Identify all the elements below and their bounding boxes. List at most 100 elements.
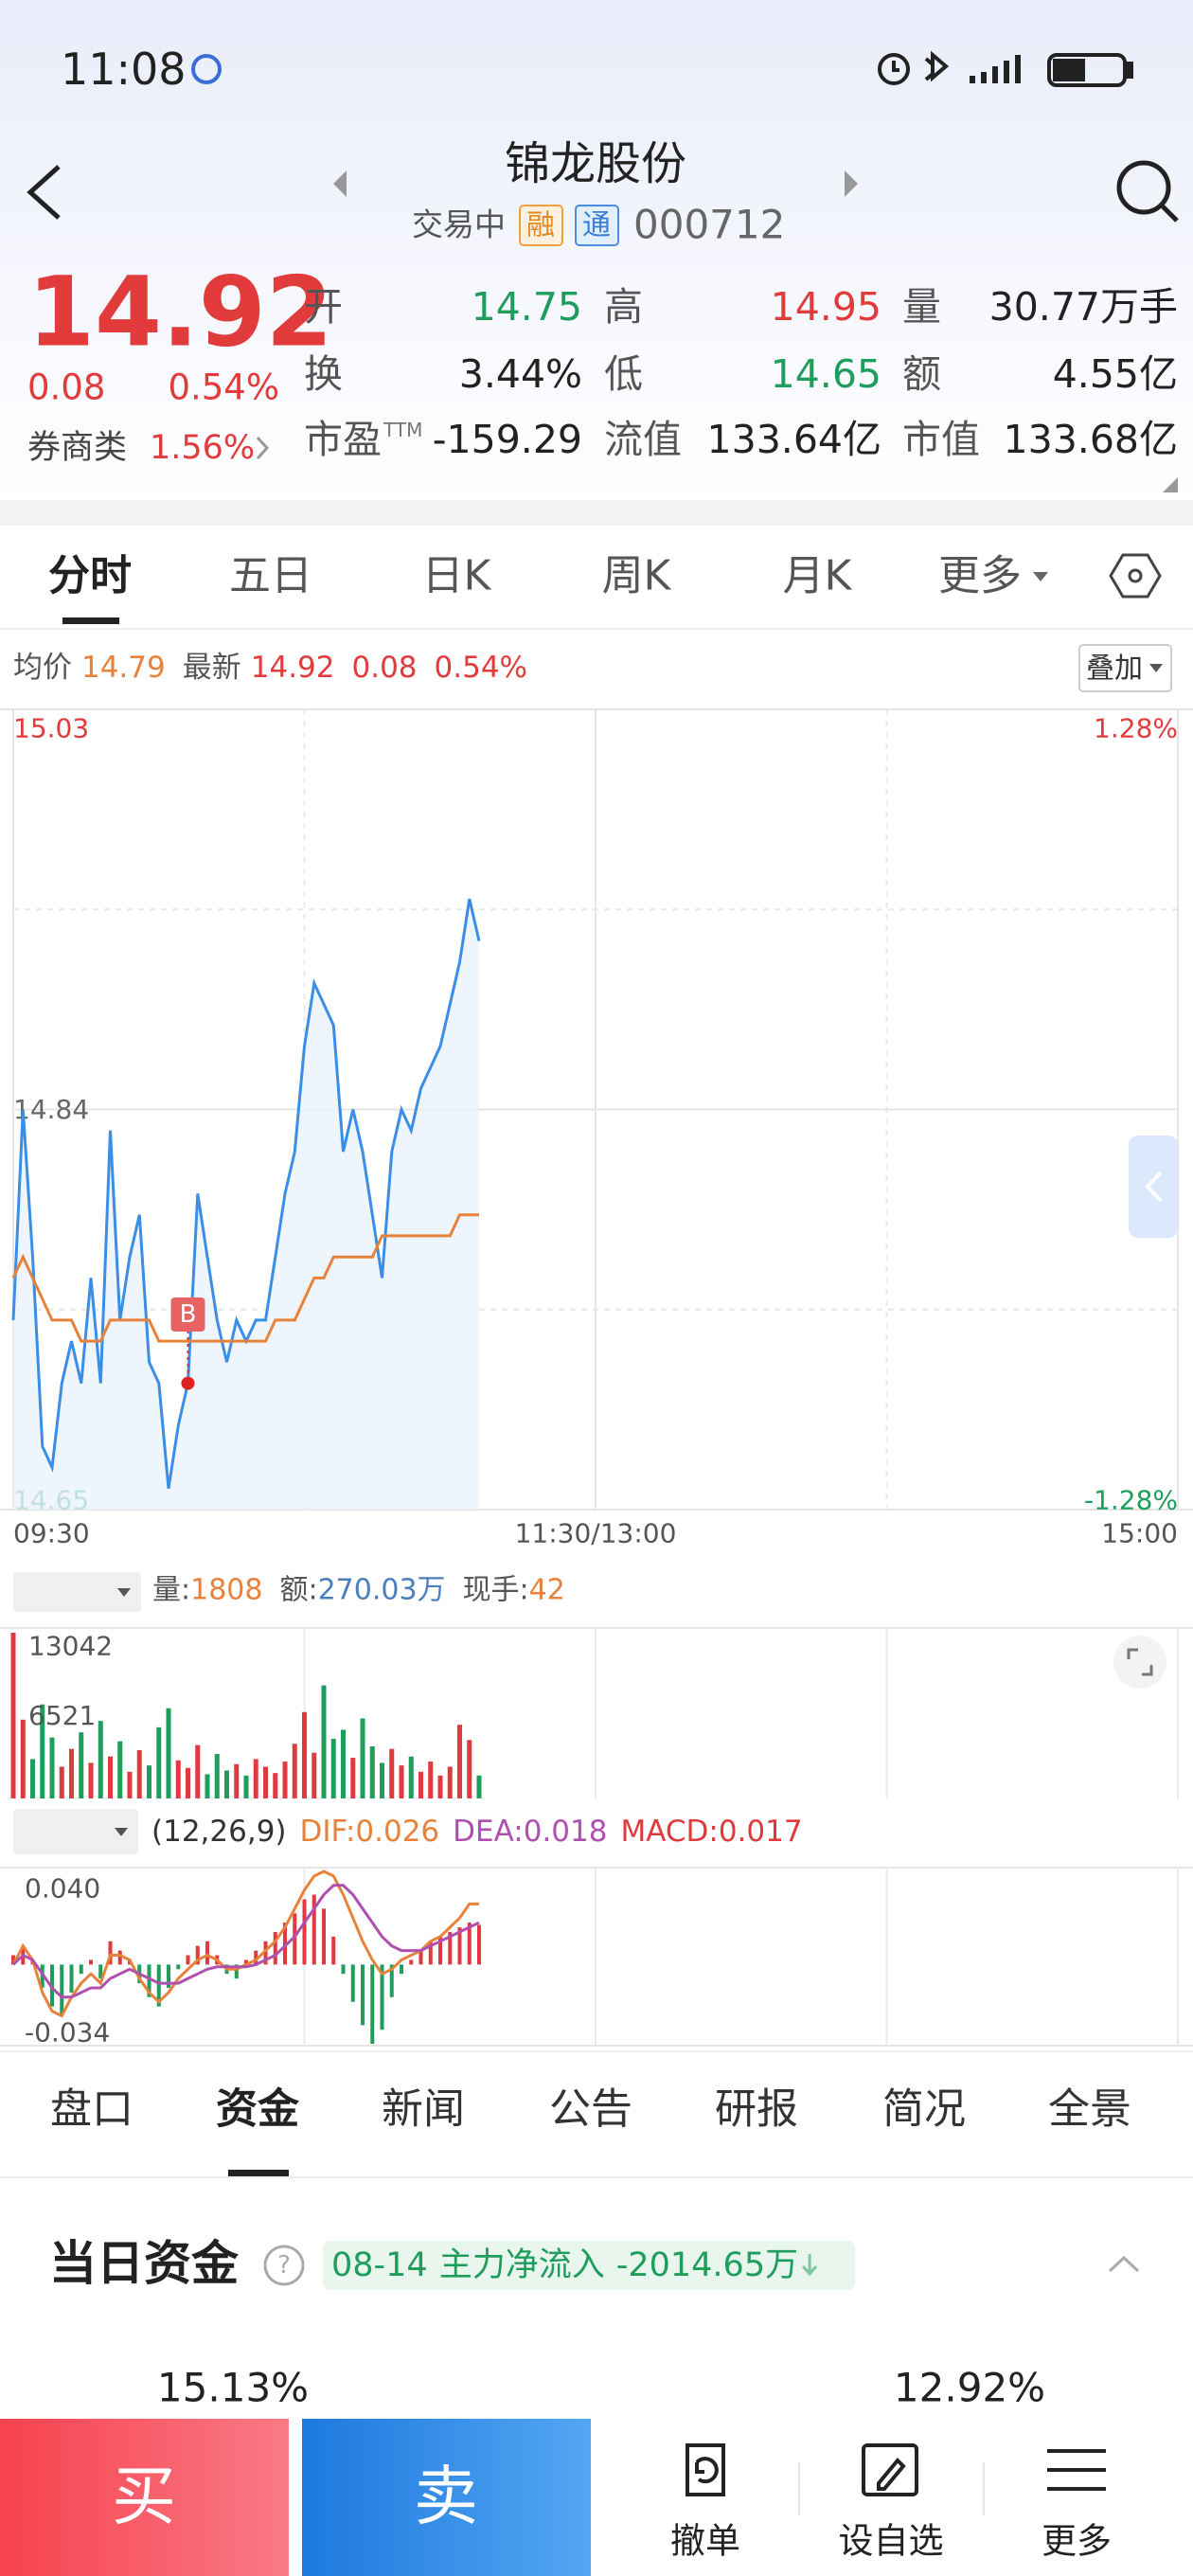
volume-bar [69, 1748, 74, 1798]
expand-icon [1127, 1648, 1153, 1676]
fund-left: 15.13% [157, 2365, 309, 2411]
dropdown [1149, 664, 1163, 672]
stat-value: -159.29 [433, 417, 582, 462]
collapse[interactable] [1108, 2255, 1140, 2273]
macd-bar [409, 1959, 414, 1965]
buy-button[interactable] [0, 2419, 289, 2576]
detail-tab[interactable]: 新闻 [382, 2085, 465, 2134]
volume-bar [175, 1760, 181, 1798]
chart-tab[interactable]: 周K [602, 552, 672, 600]
back-button[interactable] [27, 165, 61, 220]
fund-pill [323, 2241, 855, 2290]
volume-bar [166, 1708, 171, 1798]
chart-tab[interactable]: 日K [422, 552, 492, 600]
y-tick-label: 0.040 [25, 1873, 100, 1905]
volume-bar [330, 1738, 336, 1798]
volume-bar [49, 1737, 55, 1798]
x-tick-label: 15:00 [1101, 1518, 1178, 1549]
fund-text: 08-14 [331, 2246, 428, 2284]
price: 14.92 [27, 257, 333, 369]
readout-value: 42 [529, 1574, 565, 1607]
volume-bar [437, 1775, 443, 1798]
readout-label: 均价 [13, 651, 72, 685]
status-icon [191, 54, 222, 84]
volume-selector[interactable] [13, 1572, 141, 1612]
volume-bar [428, 1762, 434, 1798]
volume-bar [117, 1741, 123, 1798]
tab-underline [228, 2170, 289, 2176]
macd-bar [341, 1964, 346, 1975]
series-line [11, 1213, 479, 1343]
change: 0.08 [27, 367, 105, 408]
corner [1163, 477, 1178, 492]
side-tab[interactable] [1129, 1136, 1178, 1238]
tool-label[interactable]: 更多 [1042, 2521, 1112, 2562]
macd-bar [380, 1964, 384, 2030]
volume-bar [292, 1744, 297, 1798]
expand[interactable] [1113, 1636, 1166, 1689]
dropdown [115, 1828, 128, 1836]
sell-button[interactable] [302, 2419, 591, 2576]
divider [0, 2176, 1193, 2178]
macd-bar [361, 1964, 365, 2026]
y-tick-label: 6521 [28, 1700, 96, 1731]
readout-label: 量: [152, 1574, 190, 1607]
detail-tab[interactable]: 研报 [715, 2085, 798, 2134]
next-stock[interactable] [845, 170, 858, 197]
macd-bar [167, 1964, 170, 1988]
chart-tab[interactable]: 更多 [938, 552, 1022, 600]
chart-tab[interactable]: 月K [783, 552, 853, 600]
stat-label-sup: TTM [383, 419, 422, 441]
detail-tab[interactable]: 全景 [1048, 2085, 1131, 2134]
macd-bar [195, 1945, 200, 1965]
settings[interactable] [1109, 553, 1162, 599]
search[interactable] [1116, 160, 1179, 223]
volume-bar [136, 1750, 142, 1798]
overlay-label: 叠加 [1086, 653, 1143, 686]
volume-bar [263, 1766, 268, 1798]
status-icons [878, 50, 1133, 87]
readout-value: 0.08 [352, 651, 418, 685]
change-pct: 0.54% [168, 367, 279, 408]
tool-label[interactable]: 设自选 [839, 2521, 944, 2562]
volume-bar [195, 1744, 201, 1798]
divider [0, 2050, 1193, 2052]
tag: 通 [582, 209, 611, 242]
sector[interactable]: 券商类 [27, 429, 127, 467]
down-arrow [801, 2254, 818, 2277]
stat-value: 30.77万手 [989, 284, 1178, 330]
macd-selector[interactable] [13, 1809, 138, 1854]
volume-bar [253, 1759, 258, 1798]
detail-tab[interactable]: 简况 [882, 2085, 966, 2134]
fund-text: -2014.65万 [616, 2246, 798, 2284]
detail-tab[interactable]: 盘口 [50, 2085, 134, 2134]
chart-tab[interactable]: 分时 [48, 552, 132, 600]
help: ? [277, 2251, 291, 2280]
stock-name: 锦龙股份 [505, 137, 686, 190]
macd-bar [389, 1964, 394, 1997]
macd-bar [244, 1959, 248, 1965]
readout-value: 270.03万 [318, 1574, 446, 1607]
y-tick-label: 15.03 [13, 713, 89, 744]
macd-bar [273, 1931, 277, 1965]
detail-tab[interactable]: 公告 [549, 2085, 632, 2134]
detail-tab[interactable]: 资金 [216, 2085, 300, 2134]
prev-stock[interactable] [333, 170, 347, 197]
volume-bar [476, 1775, 482, 1798]
tag-box [519, 205, 563, 246]
volume-bar [282, 1762, 288, 1798]
volume-bar [186, 1767, 190, 1798]
volume-bar [156, 1726, 162, 1798]
divider [0, 628, 1193, 630]
volume-bar [399, 1765, 404, 1798]
chart-tab[interactable]: 五日 [229, 552, 312, 600]
macd-bar [448, 1931, 453, 1965]
tool-label[interactable]: 撤单 [670, 2521, 740, 2562]
volume-bar [418, 1771, 423, 1798]
overlay-button[interactable] [1078, 644, 1172, 692]
divider [0, 500, 1193, 526]
help-icon[interactable] [263, 2245, 305, 2286]
fund-text: 主力净流入 [439, 2246, 605, 2284]
macd-bar [254, 1950, 258, 1965]
